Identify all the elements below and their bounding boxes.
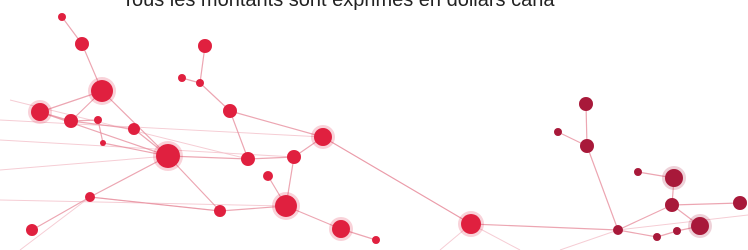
link <box>672 203 740 205</box>
link <box>323 137 471 224</box>
page: Tous les montants sont exprimés en dolla… <box>0 0 748 250</box>
node <box>241 152 255 166</box>
node <box>461 214 481 234</box>
node <box>198 39 212 53</box>
node <box>94 116 102 124</box>
link <box>0 120 323 137</box>
node <box>91 80 113 102</box>
node <box>26 224 38 236</box>
node <box>613 225 623 235</box>
node <box>665 198 679 212</box>
node <box>75 37 89 51</box>
node <box>31 103 49 121</box>
link <box>20 197 90 250</box>
node <box>665 169 683 187</box>
node <box>223 104 237 118</box>
link <box>618 215 748 230</box>
link <box>0 156 168 170</box>
node <box>580 139 594 153</box>
node <box>314 128 332 146</box>
node <box>733 196 747 210</box>
node <box>100 140 106 146</box>
node <box>85 192 95 202</box>
node <box>196 79 204 87</box>
node <box>263 171 273 181</box>
link <box>32 197 90 230</box>
link <box>587 146 618 230</box>
node <box>691 217 709 235</box>
node <box>128 123 140 135</box>
link <box>71 121 134 129</box>
node <box>332 220 350 238</box>
node <box>579 97 593 111</box>
link <box>230 111 248 159</box>
node <box>178 74 186 82</box>
node <box>275 195 297 217</box>
link <box>618 230 657 237</box>
node <box>64 114 78 128</box>
node <box>287 150 301 164</box>
node <box>372 236 380 244</box>
currency-note: Tous les montants sont exprimés en dolla… <box>122 0 554 12</box>
link <box>560 230 618 250</box>
node <box>673 227 681 235</box>
node <box>653 233 661 241</box>
node <box>214 205 226 217</box>
link <box>471 224 618 230</box>
node <box>634 168 642 176</box>
link <box>618 205 672 230</box>
node <box>58 13 66 21</box>
network-graphic <box>0 0 748 250</box>
node <box>554 128 562 136</box>
node <box>156 144 180 168</box>
